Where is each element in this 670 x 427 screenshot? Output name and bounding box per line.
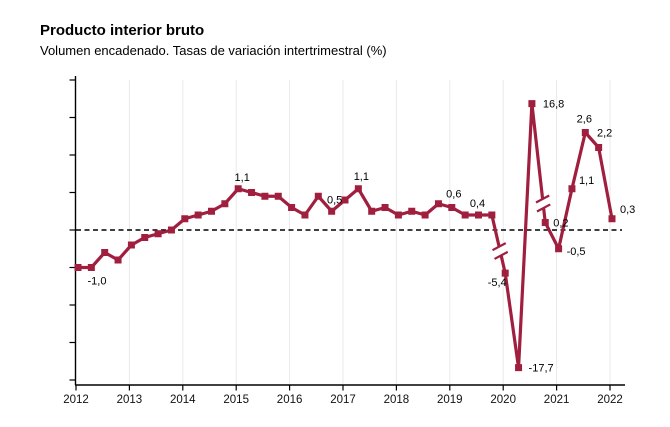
data-point-marker <box>314 192 322 200</box>
data-point-value-label: 1,1 <box>235 172 250 184</box>
data-point-marker <box>208 207 215 215</box>
data-point-marker <box>528 100 536 108</box>
data-point-value-label: -5,4 <box>488 277 507 289</box>
x-axis-year-label: 2020 <box>490 394 516 406</box>
data-point-marker <box>101 249 109 256</box>
data-point-marker <box>87 264 95 271</box>
data-point-marker <box>408 207 416 215</box>
data-point-marker <box>261 192 269 200</box>
x-axis-year-label: 2014 <box>170 394 196 406</box>
x-axis-year-label: 2022 <box>597 394 623 406</box>
data-point-marker <box>488 211 496 219</box>
data-point-marker <box>127 241 135 249</box>
data-point-value-label: -0,5 <box>567 246 586 258</box>
x-axis-year-label: 2021 <box>544 394 570 406</box>
x-axis-year-label: 2016 <box>277 394 303 406</box>
data-point-value-label: 0,4 <box>470 198 485 210</box>
data-point-value-label: 0,5 <box>327 194 342 206</box>
data-point-value-label: 1,1 <box>354 171 369 183</box>
data-point-marker <box>434 200 442 208</box>
data-point-marker <box>448 204 456 211</box>
data-point-marker <box>341 196 349 204</box>
data-point-marker <box>541 219 549 226</box>
x-axis-year-label: 2017 <box>330 394 356 406</box>
data-point-marker <box>461 211 469 219</box>
data-point-value-label: 0,2 <box>553 218 568 230</box>
data-point-marker <box>167 226 175 234</box>
data-point-value-label: 0,3 <box>620 204 635 216</box>
data-point-marker <box>595 144 603 151</box>
data-point-marker <box>234 185 242 193</box>
data-point-value-label: 1,1 <box>579 175 594 187</box>
data-point-marker <box>181 215 189 223</box>
chart-subtitle: Volumen encadenado. Tasas de variación i… <box>40 43 387 58</box>
axis-break-slash-icon <box>535 194 550 204</box>
data-point-marker <box>608 215 616 223</box>
chart-title: Producto interior bruto <box>40 22 205 39</box>
data-point-value-label: 2,2 <box>597 128 612 140</box>
data-point-marker <box>421 211 429 219</box>
data-point-marker <box>568 185 576 193</box>
data-point-marker <box>154 230 162 238</box>
x-axis-year-label: 2013 <box>117 394 143 406</box>
data-point-marker <box>394 211 402 219</box>
data-point-marker <box>555 245 563 253</box>
data-point-marker <box>221 200 229 208</box>
axis-break-slash-icon <box>536 203 551 213</box>
data-point-marker <box>274 192 282 200</box>
data-point-marker <box>475 211 482 219</box>
x-axis-year-label: 2019 <box>437 394 463 406</box>
data-point-marker <box>354 185 362 193</box>
data-point-value-label: 16,8 <box>543 99 564 111</box>
data-point-marker <box>194 211 202 219</box>
x-axis-year-label: 2015 <box>223 394 249 406</box>
data-point-marker <box>381 204 389 211</box>
data-point-value-label: 0,6 <box>446 189 461 201</box>
data-point-marker <box>501 269 509 277</box>
x-axis-year-label: 2018 <box>384 394 410 406</box>
axis-break-gap <box>494 245 506 257</box>
data-point-marker <box>74 264 82 271</box>
data-point-marker <box>141 234 149 241</box>
data-point-marker <box>368 207 376 215</box>
data-point-value-label: -1,0 <box>88 276 107 288</box>
axis-break-slash-icon <box>493 250 509 260</box>
data-point-marker <box>515 364 523 372</box>
data-point-marker <box>328 207 336 215</box>
data-point-value-label: -17,7 <box>529 363 554 375</box>
data-point-marker <box>248 189 256 196</box>
data-point-marker <box>114 256 122 264</box>
data-point-marker <box>301 211 309 219</box>
data-point-marker <box>581 129 589 136</box>
axis-break-slash-icon <box>491 242 507 252</box>
x-axis-year-label: 2012 <box>63 394 89 406</box>
data-point-value-label: 2,6 <box>577 114 592 126</box>
data-point-marker <box>288 204 296 211</box>
